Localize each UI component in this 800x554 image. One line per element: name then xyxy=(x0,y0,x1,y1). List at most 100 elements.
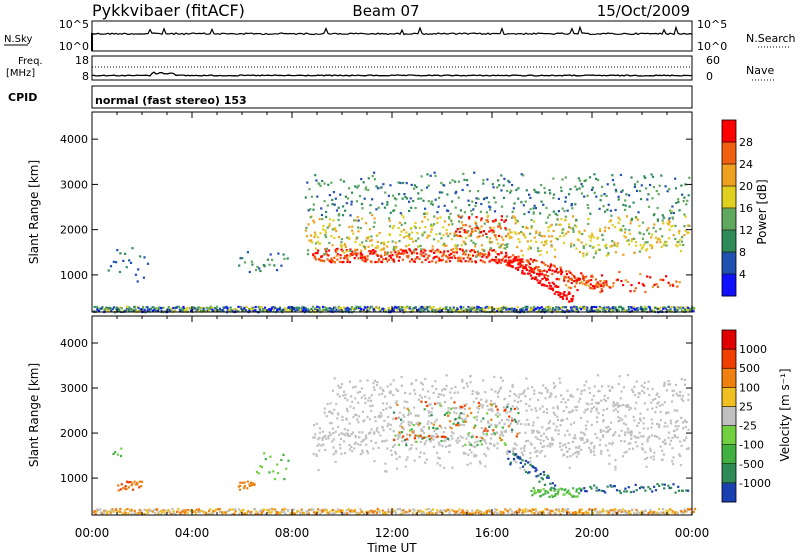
data-cell xyxy=(382,308,385,311)
nsky-label: N.Sky xyxy=(4,34,32,45)
data-cell xyxy=(431,224,434,228)
data-cell xyxy=(400,509,403,512)
data-cell xyxy=(684,229,687,232)
data-cell xyxy=(528,262,532,265)
data-cell xyxy=(429,307,432,310)
data-cell xyxy=(621,508,624,511)
data-cell xyxy=(513,216,517,219)
data-cell xyxy=(498,260,501,263)
data-cell xyxy=(417,436,420,439)
data-cell xyxy=(608,442,611,445)
data-cell xyxy=(268,471,271,474)
data-cell xyxy=(345,417,348,420)
data-cell xyxy=(520,173,523,176)
data-cell xyxy=(357,257,360,260)
data-cell xyxy=(545,428,548,431)
data-cell xyxy=(548,235,551,238)
data-cell xyxy=(430,414,433,417)
power-scatter-cells xyxy=(92,171,696,314)
data-cell xyxy=(618,509,621,512)
data-cell xyxy=(344,209,347,212)
data-cell xyxy=(117,510,120,513)
data-cell xyxy=(517,509,520,512)
data-cell xyxy=(301,305,304,308)
data-cell xyxy=(479,436,482,439)
data-cell xyxy=(490,404,494,407)
data-cell xyxy=(289,512,292,515)
data-cell xyxy=(578,277,581,280)
data-cell xyxy=(534,467,537,470)
data-cell xyxy=(628,194,631,197)
data-cell xyxy=(682,200,685,203)
data-cell xyxy=(399,512,402,516)
data-cell xyxy=(666,425,669,428)
data-cell xyxy=(246,487,249,490)
data-cell xyxy=(477,509,480,512)
data-cell xyxy=(473,171,476,174)
data-cell xyxy=(533,512,536,515)
data-cell xyxy=(588,391,591,394)
data-cell xyxy=(354,434,357,438)
data-cell xyxy=(377,206,380,209)
data-cell xyxy=(136,280,139,283)
data-cell xyxy=(634,215,637,219)
data-cell xyxy=(578,508,581,511)
data-cell xyxy=(138,486,141,489)
data-cell xyxy=(612,306,616,310)
data-cell xyxy=(345,407,349,410)
data-cell xyxy=(299,511,302,514)
data-cell xyxy=(609,286,612,289)
data-cell xyxy=(409,412,412,415)
data-cell xyxy=(620,280,623,283)
data-cell xyxy=(505,260,508,263)
data-cell xyxy=(583,433,586,436)
data-cell xyxy=(583,179,586,183)
data-cell xyxy=(683,213,686,216)
data-cell xyxy=(415,440,418,443)
data-cell xyxy=(487,420,490,423)
data-cell xyxy=(394,450,397,454)
data-cell xyxy=(595,283,598,286)
data-cell xyxy=(530,443,533,446)
data-cell xyxy=(521,465,525,468)
data-cell xyxy=(662,222,665,225)
data-cell xyxy=(494,424,497,427)
data-cell xyxy=(387,508,390,511)
data-cell xyxy=(373,460,376,463)
data-cell xyxy=(617,306,620,309)
data-cell xyxy=(443,220,446,223)
data-cell xyxy=(503,260,506,263)
data-cell xyxy=(600,450,603,453)
data-cell xyxy=(677,489,681,492)
data-cell xyxy=(343,452,347,455)
data-cell xyxy=(633,435,636,438)
data-cell xyxy=(447,409,450,412)
data-cell xyxy=(305,309,308,312)
data-cell xyxy=(330,308,333,311)
data-cell xyxy=(665,244,668,247)
data-cell xyxy=(392,224,395,227)
data-cell xyxy=(423,231,426,234)
data-cell xyxy=(577,446,580,449)
data-cell xyxy=(568,447,571,451)
data-cell xyxy=(439,216,442,219)
y-tick-label: 1000 xyxy=(60,472,88,485)
data-cell xyxy=(260,509,263,512)
data-cell xyxy=(548,396,551,399)
y-tick-label: 4000 xyxy=(60,133,88,146)
data-cell xyxy=(438,232,441,235)
data-cell xyxy=(596,308,599,312)
freq-left-tick-bottom: 8 xyxy=(82,70,89,83)
data-cell xyxy=(610,214,613,217)
data-cell xyxy=(383,395,387,398)
data-cell xyxy=(412,512,415,515)
data-cell xyxy=(611,386,614,389)
data-cell xyxy=(498,413,501,416)
data-cell xyxy=(623,433,627,437)
data-cell xyxy=(454,192,457,195)
data-cell xyxy=(382,389,385,392)
data-cell xyxy=(439,510,442,513)
data-cell xyxy=(299,309,302,312)
data-cell xyxy=(500,431,503,435)
